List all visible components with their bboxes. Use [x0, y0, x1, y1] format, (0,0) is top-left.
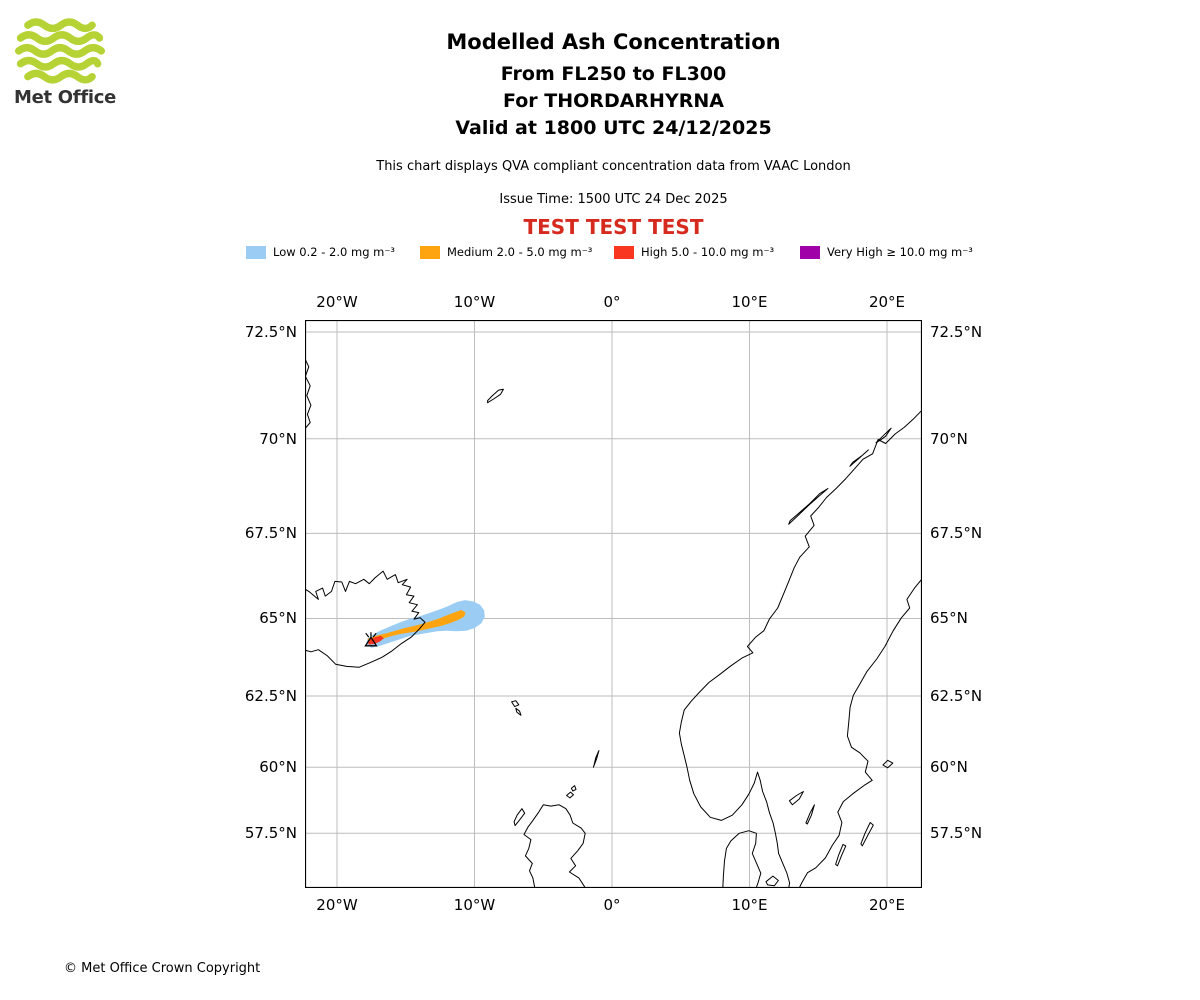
lat-tick-label-right-4: 62.5°N: [930, 686, 983, 705]
issue-time: Issue Time: 1500 UTC 24 Dec 2025: [499, 192, 728, 207]
coastline-scandinavia: [678, 409, 922, 888]
met-office-logo-waves: [14, 18, 106, 84]
coastline-lake-vanern: [788, 791, 804, 806]
lat-tick-label-left-4: 62.5°N: [244, 686, 297, 705]
lon-tick-label-top-0: 20°W: [316, 293, 358, 311]
lat-tick-label-left-2: 67.5°N: [244, 524, 297, 543]
lon-tick-label-bottom-2: 0°: [603, 896, 621, 914]
lon-tick-label-top-4: 20°E: [868, 293, 906, 311]
legend-label-very-high: Very High ≥ 10.0 mg m⁻³: [827, 245, 973, 259]
coastline-oland: [835, 843, 847, 867]
coastline-shetland: [592, 750, 600, 768]
lon-tick-label-top-2: 0°: [603, 293, 621, 311]
legend-label-low: Low 0.2 - 2.0 mg m⁻³: [273, 245, 396, 259]
lat-tick-label-right-2: 67.5°N: [930, 524, 983, 543]
lon-tick-label-top-1: 10°W: [453, 293, 496, 311]
legend-swatch-medium: [420, 245, 440, 259]
lon-tick-label-bottom-3: 10°E: [731, 896, 768, 914]
coastline-iceland: [305, 570, 426, 668]
lon-tick-label-bottom-4: 20°E: [868, 896, 906, 914]
coastline-denmark: [722, 830, 762, 888]
map-canvas: [305, 320, 922, 888]
coastline-bothnia-baltic: [798, 578, 922, 888]
legend-item-low: Low 0.2 - 2.0 mg m⁻³: [246, 245, 395, 259]
map-frame: [305, 320, 922, 888]
coastline-scotland: [523, 804, 586, 888]
copyright: © Met Office Crown Copyright: [64, 961, 261, 976]
coastline-orkney-2: [570, 785, 577, 792]
legend-label-medium: Medium 2.0 - 5.0 mg m⁻³: [447, 245, 593, 259]
coastline-lake-vattern: [805, 804, 815, 825]
qva-note: This chart displays QVA compliant concen…: [376, 159, 851, 174]
lon-tick-label-bottom-1: 10°W: [453, 896, 496, 914]
lat-tick-label-right-3: 65°N: [930, 609, 968, 628]
lat-tick-label-left-5: 60°N: [259, 758, 297, 777]
coastline-gotland: [860, 822, 874, 847]
lat-tick-label-left-0: 72.5°N: [244, 323, 297, 341]
lat-tick-label-left-3: 65°N: [259, 609, 297, 628]
ash-concentration-map: 20°W 20°W 10°W 10°W 0° 0° 10°E 10°E 20°E 20°E 72.5…: [245, 293, 982, 914]
coastline-orkney-1: [566, 791, 574, 799]
volcano-marker-rays-icon: [365, 632, 377, 638]
coastline-zealand: [765, 875, 779, 887]
lat-tick-label-left-6: 57.5°N: [244, 824, 297, 843]
test-banner: TEST TEST TEST: [523, 215, 704, 239]
legend-swatch-very-high: [800, 245, 820, 259]
lat-tick-label-right-6: 57.5°N: [930, 824, 983, 843]
lat-tick-label-right-0: 72.5°N: [930, 323, 983, 341]
coastline-faroe-2: [515, 707, 522, 716]
lat-tick-label-right-5: 60°N: [930, 758, 968, 777]
lat-tick-label-left-1: 70°N: [259, 429, 297, 448]
legend-label-high: High 5.0 - 10.0 mg m⁻³: [641, 245, 775, 259]
legend-item-very-high: Very High ≥ 10.0 mg m⁻³: [800, 245, 973, 259]
page-title: Modelled Ash Concentration: [446, 30, 781, 54]
legend-swatch-high: [614, 245, 634, 259]
met-office-logo: Met Office: [14, 16, 144, 108]
subtitle-valid-time: Valid at 1800 UTC 24/12/2025: [455, 117, 772, 139]
legend-item-high: High 5.0 - 10.0 mg m⁻³: [614, 245, 774, 259]
coastline-faroe-1: [511, 700, 520, 708]
ash-contour-medium: [367, 610, 466, 642]
lon-tick-label-bottom-0: 20°W: [316, 896, 358, 914]
coastline-jan-mayen: [487, 388, 504, 404]
coastline-aland: [882, 759, 894, 769]
coastline-senja: [849, 449, 869, 467]
coastline-lewis: [513, 808, 526, 827]
legend-swatch-low: [246, 245, 266, 259]
lon-tick-label-top-3: 10°E: [731, 293, 768, 311]
coastline-greenland: [305, 357, 312, 430]
coastline-lofoten: [788, 488, 829, 525]
lat-tick-label-right-1: 70°N: [930, 429, 968, 448]
legend-item-medium: Medium 2.0 - 5.0 mg m⁻³: [420, 245, 592, 259]
coastline-kvaloya: [875, 427, 892, 444]
met-office-logo-text: Met Office: [14, 87, 117, 108]
subtitle-flight-levels: From FL250 to FL300: [500, 63, 727, 85]
subtitle-volcano: For THORDARHYRNA: [503, 90, 724, 112]
volcano-marker-icon: [364, 636, 378, 647]
ash-contour-high: [367, 635, 384, 645]
